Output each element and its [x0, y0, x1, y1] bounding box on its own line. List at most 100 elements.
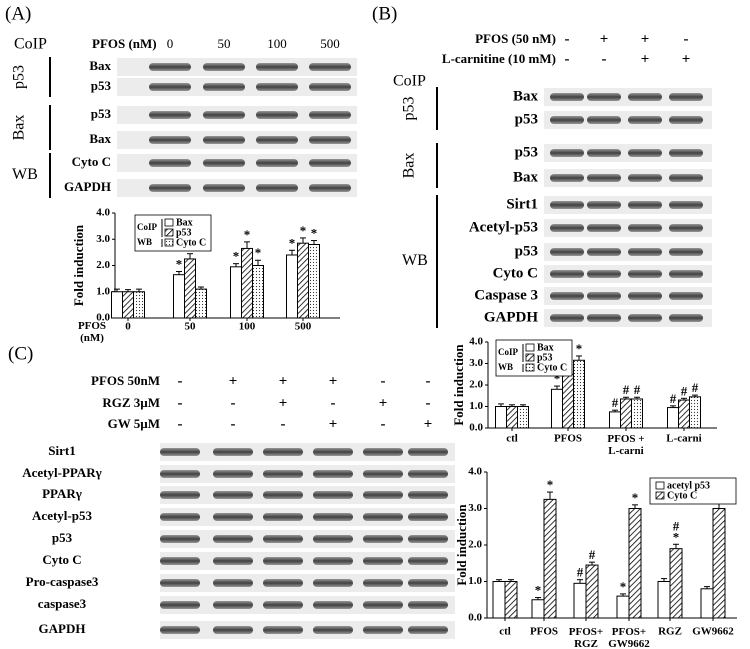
significance-marker: #	[673, 518, 680, 533]
group-label: WB	[12, 166, 38, 183]
lane-label: 500	[320, 36, 340, 51]
blot-row-label: Bax	[513, 88, 539, 104]
bar	[492, 581, 506, 619]
bar	[669, 548, 683, 619]
y-tick-label: 4.0	[469, 336, 483, 348]
blot-band	[550, 174, 584, 182]
legend-swatch	[164, 218, 174, 227]
blot-band	[550, 248, 584, 256]
blot-band	[628, 201, 662, 209]
error-bar	[233, 263, 239, 267]
legend-swatch	[525, 363, 535, 372]
blot-band	[669, 93, 703, 101]
treatment-sign: +	[424, 416, 433, 432]
blot-strip	[160, 596, 455, 614]
error-bar	[623, 396, 629, 399]
blot-row-label: p53	[515, 144, 538, 160]
error-bar	[634, 396, 640, 399]
legend-label: Cyto C	[667, 490, 697, 501]
treatment-sign: -	[231, 395, 236, 411]
text-line: RGZ	[574, 638, 598, 649]
x-tick-label: 100	[239, 321, 256, 333]
error-bar	[661, 578, 667, 582]
treatment-sign: +	[379, 395, 388, 411]
blot-band	[669, 248, 703, 256]
treatment-sign: -	[684, 31, 689, 47]
blot-band	[363, 491, 403, 499]
significance-marker: *	[535, 583, 542, 598]
significance-marker: *	[547, 477, 554, 492]
blot-row-label: Bax	[513, 169, 539, 185]
blot-strip	[160, 530, 455, 548]
blot-band	[669, 201, 703, 209]
blot-strip	[160, 508, 455, 526]
blot-band	[160, 601, 200, 609]
y-tick-label: 4.0	[96, 207, 110, 219]
legend-label: Cyto C	[176, 237, 206, 248]
bar	[504, 581, 518, 619]
blot-band	[313, 557, 353, 565]
bar	[678, 399, 690, 429]
treatment-sign: -	[381, 416, 386, 432]
treatment-sign: +	[329, 416, 338, 432]
bar	[657, 581, 671, 619]
bar	[531, 599, 545, 619]
error-bar	[498, 403, 504, 407]
blot-band	[628, 224, 662, 232]
blot-row-label: p53	[515, 243, 538, 259]
blot-band	[313, 491, 353, 499]
blot-band	[160, 579, 200, 587]
bar	[241, 247, 253, 319]
blot-band	[550, 116, 584, 124]
y-tick-label: 0.0	[469, 422, 483, 434]
blot-band	[256, 111, 298, 119]
blot-band	[669, 270, 703, 278]
blot-band	[363, 579, 403, 587]
blot-band	[587, 292, 621, 300]
bar	[631, 398, 643, 429]
treatment-sign: +	[279, 373, 288, 389]
significance-marker: #	[623, 382, 630, 397]
x-tick-label: ctl	[499, 626, 511, 638]
error-bar	[125, 289, 131, 292]
blot-band	[313, 470, 353, 478]
text-line: PFOS+	[612, 626, 646, 638]
error-bar	[577, 579, 583, 584]
blot-band	[263, 601, 303, 609]
blot-band	[160, 491, 200, 499]
significance-marker: *	[233, 249, 240, 264]
blot-band	[313, 513, 353, 521]
treatment-sign: -	[381, 373, 386, 389]
panel-label: (B)	[372, 3, 397, 24]
legend-swatch	[525, 353, 535, 362]
blot-band	[408, 601, 448, 609]
blot-band	[587, 174, 621, 182]
blot-band	[363, 513, 403, 521]
text-line: PFOS	[78, 320, 106, 332]
blot-band	[587, 149, 621, 157]
legend-label: Bax	[176, 217, 193, 228]
error-bar	[520, 404, 526, 407]
blot-band	[263, 626, 303, 634]
error-bar	[136, 288, 142, 292]
blot-band	[213, 470, 253, 478]
blot-row-label: Bax	[89, 58, 111, 73]
blot-band	[203, 184, 245, 192]
treatment-sign: -	[178, 373, 183, 389]
y-axis-label: Fold induction	[454, 504, 469, 586]
blot-row-label: Acetyl-p53	[32, 508, 92, 523]
significance-marker: *	[176, 257, 183, 272]
legend-swatch	[655, 481, 665, 490]
treatment-sign: -	[565, 31, 570, 47]
bar	[173, 274, 185, 319]
bar	[616, 595, 630, 619]
bar	[133, 291, 145, 319]
blot-band	[203, 159, 245, 167]
blot-band	[203, 136, 245, 144]
blot-row-label: Pro-caspase3	[26, 574, 99, 589]
treatment-label: PFOS (nM)	[92, 36, 157, 51]
blot-band	[213, 601, 253, 609]
blot-band	[628, 149, 662, 157]
blot-band	[550, 149, 584, 157]
